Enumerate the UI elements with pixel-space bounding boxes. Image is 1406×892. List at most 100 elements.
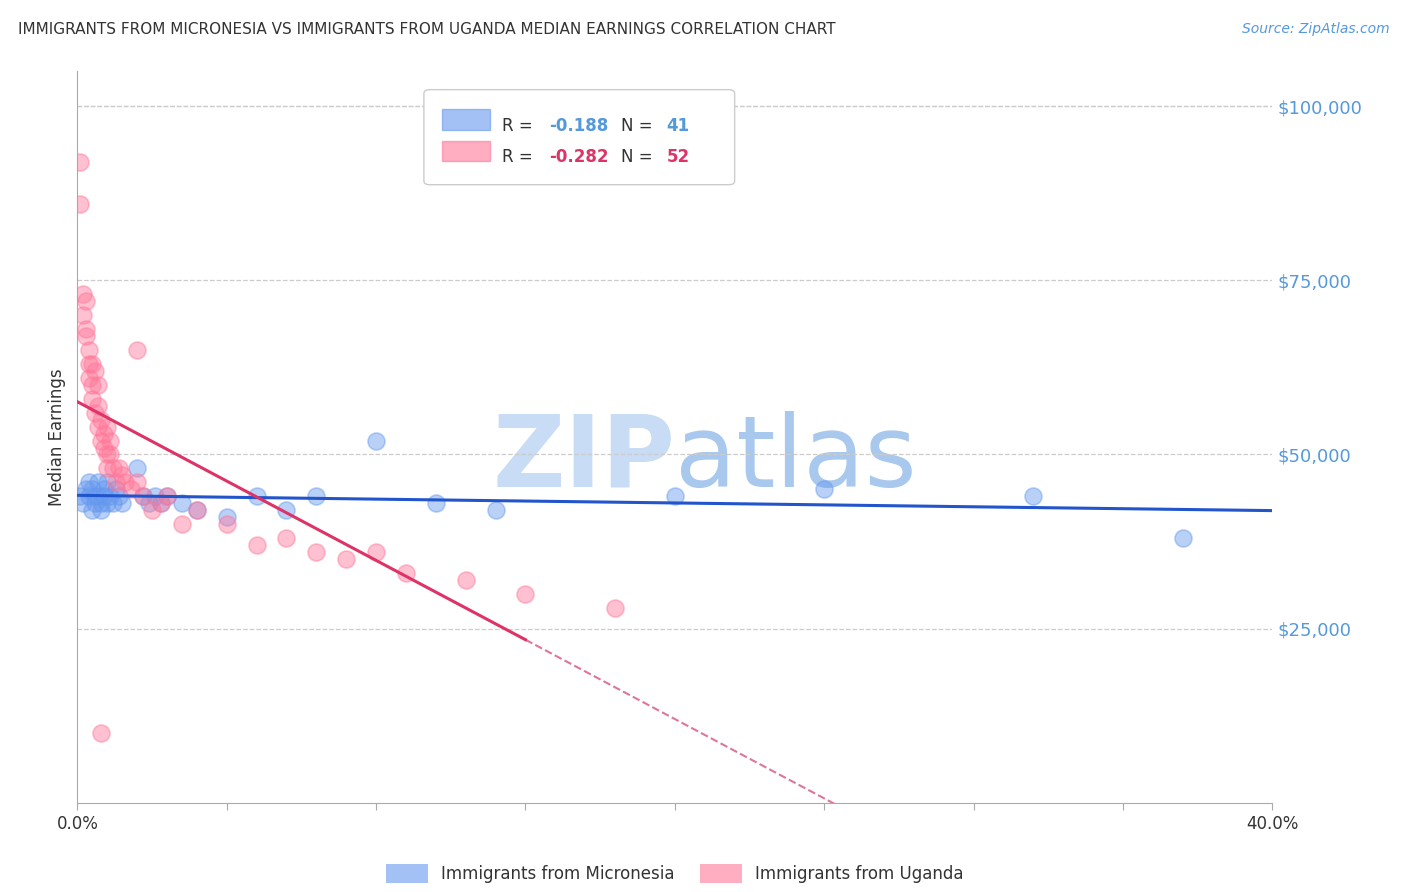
Point — [82, 357, 104, 371]
Point — [127, 343, 149, 357]
Point — [79, 343, 101, 357]
Point — [87, 419, 110, 434]
Point — [75, 483, 97, 497]
Point — [127, 461, 149, 475]
Point — [90, 503, 112, 517]
Point — [186, 503, 208, 517]
Text: 52: 52 — [666, 148, 689, 166]
Text: N =: N = — [621, 117, 658, 135]
Point — [90, 434, 112, 448]
Point — [1171, 531, 1194, 545]
Point — [215, 510, 238, 524]
Text: IMMIGRANTS FROM MICRONESIA VS IMMIGRANTS FROM UGANDA MEDIAN EARNINGS CORRELATION: IMMIGRANTS FROM MICRONESIA VS IMMIGRANTS… — [18, 22, 837, 37]
Point — [90, 496, 112, 510]
Point — [246, 538, 269, 552]
Point — [96, 496, 118, 510]
Point — [93, 483, 115, 497]
Point — [82, 392, 104, 406]
Point — [69, 489, 91, 503]
Point — [305, 489, 328, 503]
Point — [120, 483, 142, 497]
Point — [114, 475, 136, 490]
Point — [82, 483, 104, 497]
Point — [605, 600, 627, 615]
Point — [72, 496, 94, 510]
Point — [79, 371, 101, 385]
Point — [90, 726, 112, 740]
Legend: Immigrants from Micronesia, Immigrants from Uganda: Immigrants from Micronesia, Immigrants f… — [380, 857, 970, 889]
Point — [105, 475, 128, 490]
Point — [366, 434, 388, 448]
Point — [132, 489, 155, 503]
Point — [79, 489, 101, 503]
Point — [98, 434, 121, 448]
Point — [366, 545, 388, 559]
Y-axis label: Median Earnings: Median Earnings — [48, 368, 66, 506]
Point — [143, 489, 166, 503]
Point — [90, 412, 112, 426]
Point — [276, 503, 298, 517]
Point — [103, 496, 124, 510]
Point — [664, 489, 686, 503]
Point — [96, 419, 118, 434]
Point — [72, 287, 94, 301]
Text: ZIP: ZIP — [492, 410, 675, 508]
Point — [96, 475, 118, 490]
Point — [87, 489, 110, 503]
Point — [84, 364, 107, 378]
Point — [156, 489, 179, 503]
FancyBboxPatch shape — [425, 90, 735, 185]
Point — [79, 475, 101, 490]
Text: -0.282: -0.282 — [550, 148, 609, 166]
Point — [87, 399, 110, 413]
Point — [156, 489, 179, 503]
Point — [395, 566, 418, 580]
Point — [150, 496, 173, 510]
Point — [170, 517, 193, 532]
Point — [69, 196, 91, 211]
Point — [170, 496, 193, 510]
Point — [93, 441, 115, 455]
Point — [72, 308, 94, 322]
Point — [69, 155, 91, 169]
Point — [1022, 489, 1045, 503]
Point — [138, 496, 160, 510]
Text: N =: N = — [621, 148, 658, 166]
Point — [87, 377, 110, 392]
Point — [305, 545, 328, 559]
Point — [108, 461, 131, 475]
Point — [335, 552, 357, 566]
Point — [186, 503, 208, 517]
Point — [127, 475, 149, 490]
Point — [84, 496, 107, 510]
Point — [79, 357, 101, 371]
Text: atlas: atlas — [675, 410, 917, 508]
Text: -0.188: -0.188 — [550, 117, 609, 135]
Text: R =: R = — [502, 148, 537, 166]
Bar — [441, 141, 489, 161]
Point — [454, 573, 477, 587]
Text: Source: ZipAtlas.com: Source: ZipAtlas.com — [1241, 22, 1389, 37]
Point — [141, 503, 163, 517]
Point — [75, 294, 97, 309]
Point — [93, 489, 115, 503]
Point — [515, 587, 537, 601]
Point — [75, 322, 97, 336]
Point — [96, 448, 118, 462]
Text: 41: 41 — [666, 117, 689, 135]
Text: R =: R = — [502, 117, 537, 135]
Point — [111, 468, 134, 483]
Point — [96, 461, 118, 475]
Point — [150, 496, 173, 510]
Point — [425, 496, 447, 510]
Point — [87, 475, 110, 490]
Point — [215, 517, 238, 532]
Point — [98, 489, 121, 503]
Point — [103, 461, 124, 475]
Point — [84, 406, 107, 420]
Point — [246, 489, 269, 503]
Point — [82, 503, 104, 517]
Point — [111, 496, 134, 510]
Point — [132, 489, 155, 503]
Point — [98, 448, 121, 462]
